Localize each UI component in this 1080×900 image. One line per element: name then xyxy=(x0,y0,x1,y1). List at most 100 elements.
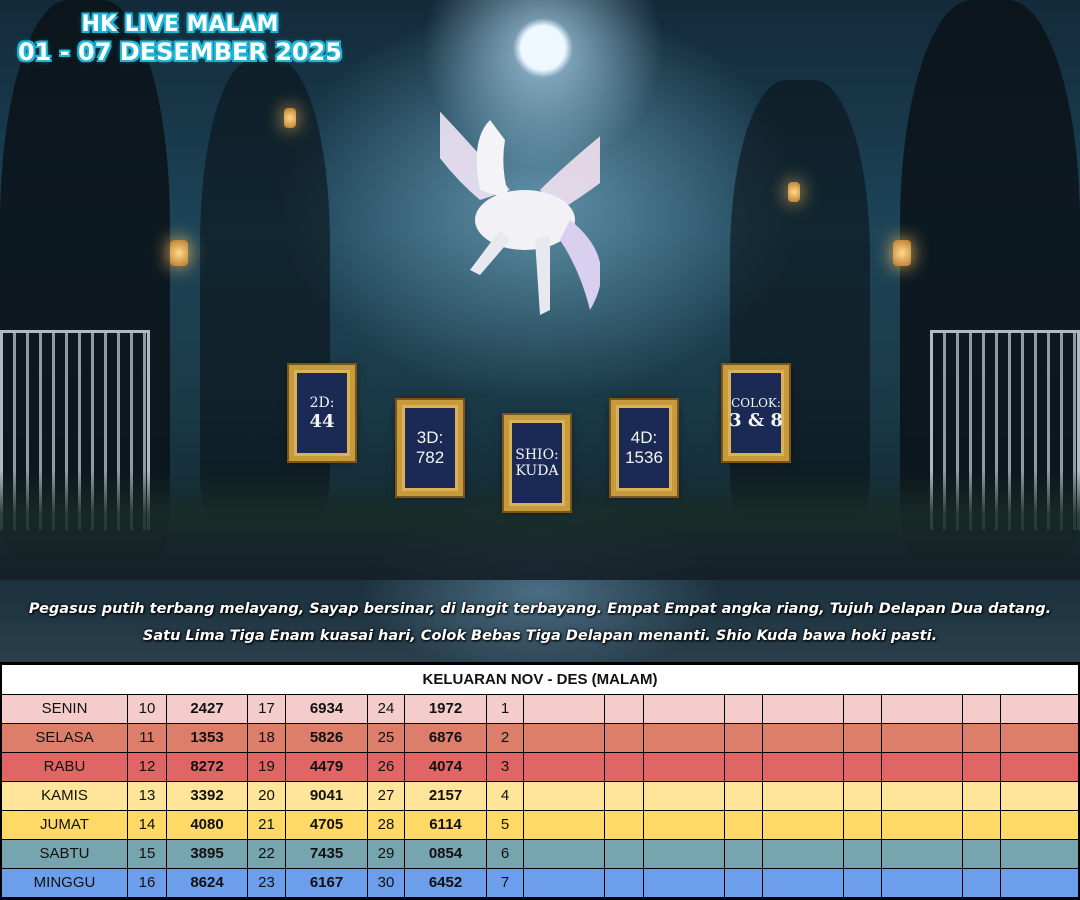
result-cell: 8272 xyxy=(167,753,248,781)
empty-cell xyxy=(725,724,763,752)
date-cell: 6 xyxy=(487,840,524,868)
date-cell: 14 xyxy=(128,811,167,839)
result-value: KUDA xyxy=(515,463,559,479)
empty-cell xyxy=(644,724,725,752)
empty-cell xyxy=(725,869,763,897)
result-cell: 2427 xyxy=(167,695,248,723)
empty-cell xyxy=(844,869,882,897)
day-cell: JUMAT xyxy=(2,811,128,839)
empty-cell xyxy=(524,811,605,839)
date-cell: 10 xyxy=(128,695,167,723)
empty-cell xyxy=(1001,782,1080,810)
empty-cell xyxy=(882,811,963,839)
date-cell: 2 xyxy=(487,724,524,752)
empty-cell xyxy=(1001,753,1080,781)
empty-cell xyxy=(725,782,763,810)
empty-cell xyxy=(963,753,1001,781)
poster-date-range: 01 - 07 DESEMBER 2025 xyxy=(17,38,343,66)
empty-cell xyxy=(844,782,882,810)
table-row: KAMIS 13 3392 20 9041 27 2157 4 xyxy=(2,782,1080,810)
pegasus-illustration xyxy=(440,111,600,315)
result-cell: 8624 xyxy=(167,869,248,897)
table-row: SABTU 15 3895 22 7435 29 0854 6 xyxy=(2,840,1080,868)
result-label: SHIO: xyxy=(515,447,559,463)
lantern-icon xyxy=(170,240,188,266)
result-value: 1536 xyxy=(625,448,663,467)
empty-cell xyxy=(882,782,963,810)
result-label: 3D: xyxy=(416,428,444,447)
date-cell: 15 xyxy=(128,840,167,868)
date-cell: 30 xyxy=(368,869,405,897)
day-cell: SELASA xyxy=(2,724,128,752)
result-label: 2D: xyxy=(309,394,335,411)
result-cell: 3392 xyxy=(167,782,248,810)
empty-cell xyxy=(844,724,882,752)
result-cell: 6876 xyxy=(405,724,487,752)
poster-background xyxy=(0,0,1080,662)
empty-cell xyxy=(882,869,963,897)
empty-cell xyxy=(605,811,644,839)
result-cell: 4074 xyxy=(405,753,487,781)
poster-caption-line1: Pegasus putih terbang melayang, Sayap be… xyxy=(28,601,1052,617)
result-label: 4D: xyxy=(630,428,658,447)
table-row: SELASA 11 1353 18 5826 25 6876 2 xyxy=(2,724,1080,752)
date-cell: 19 xyxy=(248,753,286,781)
result-cell: 3895 xyxy=(167,840,248,868)
empty-cell xyxy=(763,811,844,839)
empty-cell xyxy=(524,840,605,868)
table-row: RABU 12 8272 19 4479 26 4074 3 xyxy=(2,753,1080,781)
empty-cell xyxy=(1001,724,1080,752)
empty-cell xyxy=(844,840,882,868)
date-cell: 22 xyxy=(248,840,286,868)
date-cell: 1 xyxy=(487,695,524,723)
date-cell: 29 xyxy=(368,840,405,868)
result-cell: 7435 xyxy=(286,840,368,868)
empty-cell xyxy=(644,753,725,781)
lantern-icon xyxy=(893,240,911,266)
empty-cell xyxy=(763,724,844,752)
empty-cell xyxy=(844,695,882,723)
empty-cell xyxy=(763,869,844,897)
empty-cell xyxy=(524,724,605,752)
empty-cell xyxy=(844,811,882,839)
date-cell: 26 xyxy=(368,753,405,781)
date-cell: 7 xyxy=(487,869,524,897)
empty-cell xyxy=(1001,811,1080,839)
result-value: 782 xyxy=(415,448,445,467)
empty-cell xyxy=(882,753,963,781)
result-cell: 1972 xyxy=(405,695,487,723)
empty-cell xyxy=(644,695,725,723)
empty-cell xyxy=(763,753,844,781)
date-cell: 12 xyxy=(128,753,167,781)
result-cell: 2157 xyxy=(405,782,487,810)
table-row: MINGGU 16 8624 23 6167 30 6452 7 xyxy=(2,869,1080,897)
empty-cell xyxy=(963,695,1001,723)
empty-cell xyxy=(844,753,882,781)
empty-cell xyxy=(605,869,644,897)
empty-cell xyxy=(963,724,1001,752)
date-cell: 4 xyxy=(487,782,524,810)
date-cell: 25 xyxy=(368,724,405,752)
result-label: COLOK: xyxy=(731,395,781,410)
empty-cell xyxy=(605,782,644,810)
result-cell: 6452 xyxy=(405,869,487,897)
empty-cell xyxy=(644,869,725,897)
empty-cell xyxy=(524,782,605,810)
table-row: SENIN 10 2427 17 6934 24 1972 1 xyxy=(2,695,1080,723)
table-row: JUMAT 14 4080 21 4705 28 6114 5 xyxy=(2,811,1080,839)
result-value: 44 xyxy=(309,410,335,432)
result-3d-card: 3D: 782 xyxy=(395,398,465,498)
results-table: KELUARAN NOV - DES (MALAM) SENIN 10 2427 17… xyxy=(0,662,1080,900)
day-cell: KAMIS xyxy=(2,782,128,810)
empty-cell xyxy=(644,811,725,839)
poster-caption-line2: Satu Lima Tiga Enam kuasai hari, Colok B… xyxy=(142,628,938,644)
date-cell: 5 xyxy=(487,811,524,839)
empty-cell xyxy=(605,695,644,723)
day-cell: MINGGU xyxy=(2,869,128,897)
empty-cell xyxy=(725,811,763,839)
result-colok-card: COLOK: 3 & 8 xyxy=(721,363,791,463)
result-cell: 4705 xyxy=(286,811,368,839)
empty-cell xyxy=(1001,695,1080,723)
date-cell: 13 xyxy=(128,782,167,810)
day-cell: SENIN xyxy=(2,695,128,723)
